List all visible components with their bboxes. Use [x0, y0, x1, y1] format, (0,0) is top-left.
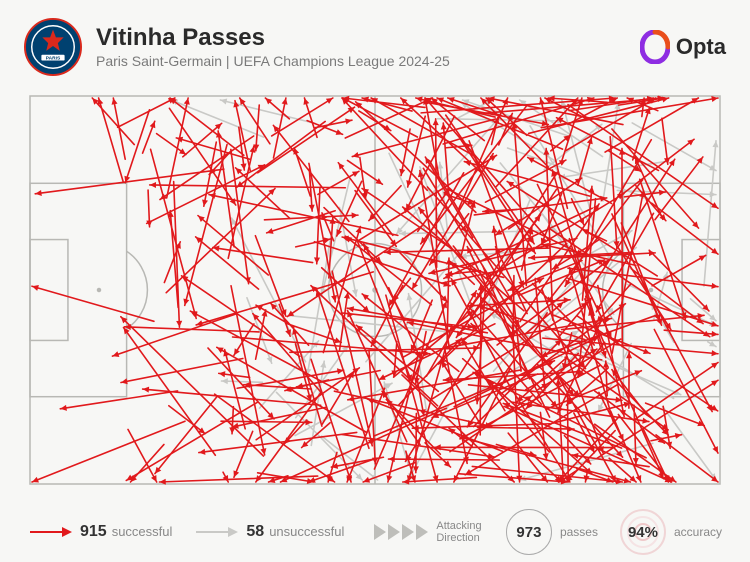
- header-bar: PARIS Vitinha Passes Paris Saint-Germain…: [0, 0, 750, 86]
- opta-logo: Opta: [640, 30, 726, 64]
- accuracy-label: accuracy: [674, 525, 722, 539]
- brand-text: Opta: [676, 34, 726, 60]
- accuracy-value: 94%: [628, 524, 658, 541]
- page-title: Vitinha Passes: [96, 25, 626, 51]
- attacking-direction: Attacking Direction: [374, 520, 484, 544]
- legend-unsuccessful-label: 58 unsuccessful: [246, 523, 344, 541]
- legend-unsuccessful: 58 unsuccessful: [194, 523, 344, 541]
- legend-unsuccessful-count: 58: [246, 523, 264, 541]
- footer-bar: 915 successful 58 unsuccessful Attacking…: [0, 495, 750, 555]
- legend-successful-text: successful: [112, 524, 173, 539]
- attacking-label: Attacking Direction: [436, 520, 484, 544]
- stat-accuracy: 94% accuracy: [620, 509, 722, 555]
- stat-passes: 973 passes: [506, 509, 598, 555]
- legend-unsuccessful-text: unsuccessful: [269, 524, 344, 539]
- legend-successful: 915 successful: [28, 523, 172, 541]
- attacking-triangles: [374, 524, 428, 540]
- passes-badge: 973: [506, 509, 552, 555]
- page-subtitle: Paris Saint-Germain | UEFA Champions Lea…: [96, 53, 626, 69]
- club-logo: PARIS: [24, 18, 82, 76]
- svg-text:PARIS: PARIS: [46, 56, 61, 62]
- legend-successful-count: 915: [80, 523, 107, 541]
- passes-label: passes: [560, 525, 598, 539]
- legend-arrow-unsuccessful: [194, 525, 238, 539]
- legend-successful-label: 915 successful: [80, 523, 172, 541]
- legend-arrow-successful: [28, 525, 72, 539]
- accuracy-badge: 94%: [620, 509, 666, 555]
- title-block: Vitinha Passes Paris Saint-Germain | UEF…: [96, 25, 626, 69]
- pitch-container: [0, 86, 750, 495]
- pass-map: [24, 90, 726, 490]
